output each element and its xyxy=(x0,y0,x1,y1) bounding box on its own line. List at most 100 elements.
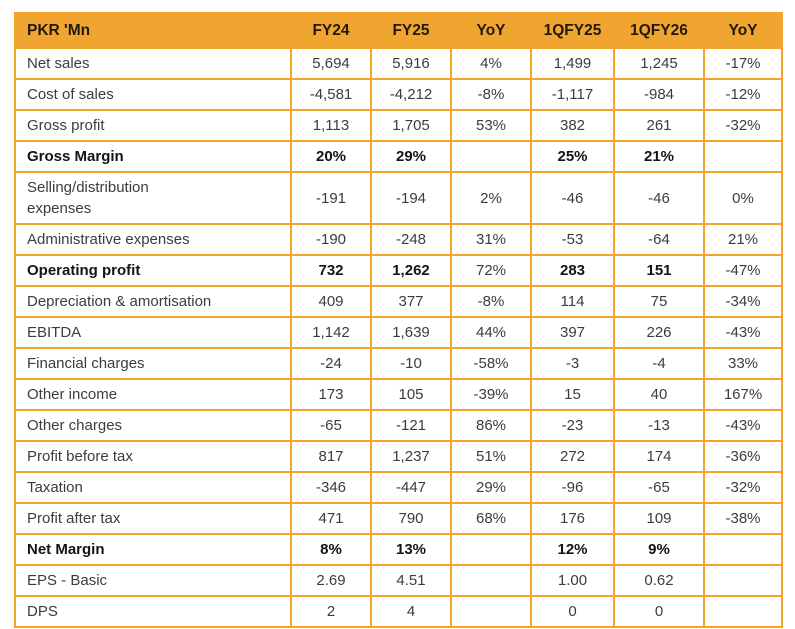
row-label-cell: Other charges xyxy=(14,409,292,442)
cell-value: 0 xyxy=(530,595,615,628)
row-label: Taxation xyxy=(27,479,83,496)
cell-value: 21% xyxy=(703,223,783,256)
column-header-fy25-1: FY25 xyxy=(370,12,452,49)
cell-value: -43% xyxy=(703,316,783,349)
cell-value: 0 xyxy=(613,595,705,628)
table-row: Gross profit 1,113 1,705 53% 382 261 -32% xyxy=(14,109,783,142)
cell-value: -64 xyxy=(613,223,705,256)
row-label: EBITDA xyxy=(27,324,82,341)
cell-value: 173 xyxy=(290,378,372,411)
cell-value: 2% xyxy=(450,171,532,225)
cell-value: 1,262 xyxy=(370,254,452,287)
cell-value: 13% xyxy=(370,533,452,566)
cell-value xyxy=(450,533,532,566)
row-label-cell: Depreciation & amortisation xyxy=(14,285,292,318)
cell-value: -24 xyxy=(290,347,372,380)
cell-value: 790 xyxy=(370,502,452,535)
row-label: Operating profit xyxy=(27,262,141,279)
row-label: Profit after tax xyxy=(27,510,121,527)
row-label-cell: Cost of sales xyxy=(14,78,292,111)
cell-value: -194 xyxy=(370,171,452,225)
cell-value: 0% xyxy=(703,171,783,225)
table-row: Operating profit 732 1,262 72% 283 151 -47% xyxy=(14,254,783,287)
cell-value xyxy=(450,564,532,597)
row-label: Depreciation & amortisation xyxy=(27,293,212,310)
cell-value xyxy=(450,595,532,628)
cell-value: 817 xyxy=(290,440,372,473)
cell-value: 471 xyxy=(290,502,372,535)
cell-value: 86% xyxy=(450,409,532,442)
cell-value: 0.62 xyxy=(613,564,705,597)
row-label-cell: EBITDA xyxy=(14,316,292,349)
cell-value: -32% xyxy=(703,471,783,504)
row-label: DPS xyxy=(27,603,58,620)
cell-value: 377 xyxy=(370,285,452,318)
cell-value: 8% xyxy=(290,533,372,566)
cell-value: 29% xyxy=(450,471,532,504)
cell-value: -46 xyxy=(613,171,705,225)
table-row: EBITDA 1,142 1,639 44% 397 226 -43% xyxy=(14,316,783,349)
cell-value: -4,212 xyxy=(370,78,452,111)
cell-value: -39% xyxy=(450,378,532,411)
row-label-cell: Gross Margin xyxy=(14,140,292,173)
row-label-cell: Selling/distribution expenses xyxy=(14,171,292,225)
row-label: Net Margin xyxy=(27,541,105,558)
row-label-cell: Operating profit xyxy=(14,254,292,287)
cell-value: -346 xyxy=(290,471,372,504)
cell-value: 51% xyxy=(450,440,532,473)
table-row: Financial charges -24 -10 -58% -3 -4 33% xyxy=(14,347,783,380)
row-label: EPS - Basic xyxy=(27,572,108,589)
cell-value: 176 xyxy=(530,502,615,535)
row-label: Other income xyxy=(27,386,118,403)
row-label-cell: Profit after tax xyxy=(14,502,292,535)
cell-value: -47% xyxy=(703,254,783,287)
cell-value: 283 xyxy=(530,254,615,287)
cell-value: 31% xyxy=(450,223,532,256)
cell-value: 1.00 xyxy=(530,564,615,597)
column-header-1qfy26-4: 1QFY26 xyxy=(613,12,705,49)
row-label: Selling/distribution expenses xyxy=(27,179,149,217)
cell-value: 25% xyxy=(530,140,615,173)
row-label: Profit before tax xyxy=(27,448,133,465)
cell-value: 21% xyxy=(613,140,705,173)
cell-value: -8% xyxy=(450,78,532,111)
cell-value: 105 xyxy=(370,378,452,411)
cell-value xyxy=(703,564,783,597)
table-row: Gross Margin 20% 29% 25% 21% xyxy=(14,140,783,173)
cell-value: 1,245 xyxy=(613,47,705,80)
column-header-1qfy25-3: 1QFY25 xyxy=(530,12,615,49)
table-row: Profit before tax 817 1,237 51% 272 174 -36% xyxy=(14,440,783,473)
cell-value: -1,117 xyxy=(530,78,615,111)
cell-value: -46 xyxy=(530,171,615,225)
cell-value: -190 xyxy=(290,223,372,256)
row-label-cell: Administrative expenses xyxy=(14,223,292,256)
table-row: Cost of sales -4,581 -4,212 -8% -1,117 -984 -1… xyxy=(14,78,783,111)
table-row: Depreciation & amortisation 409 377 -8% 114 7… xyxy=(14,285,783,318)
row-label-cell: Other income xyxy=(14,378,292,411)
row-label-cell: Profit before tax xyxy=(14,440,292,473)
cell-value: -984 xyxy=(613,78,705,111)
cell-value: -12% xyxy=(703,78,783,111)
table-row: Selling/distribution expenses -191 -194 2% -… xyxy=(14,171,783,225)
cell-value: 53% xyxy=(450,109,532,142)
cell-value: 33% xyxy=(703,347,783,380)
cell-value: 226 xyxy=(613,316,705,349)
cell-value: 2 xyxy=(290,595,372,628)
cell-value: 174 xyxy=(613,440,705,473)
table-row: EPS - Basic 2.69 4.51 1.00 0.62 xyxy=(14,564,783,597)
cell-value: -13 xyxy=(613,409,705,442)
table-row: Net Margin 8% 13% 12% 9% xyxy=(14,533,783,566)
row-label-cell: Gross profit xyxy=(14,109,292,142)
table-row: Other income 173 105 -39% 15 40 167% xyxy=(14,378,783,411)
cell-value: 4.51 xyxy=(370,564,452,597)
cell-value: 167% xyxy=(703,378,783,411)
row-label-cell: DPS xyxy=(14,595,292,628)
cell-value: 151 xyxy=(613,254,705,287)
row-label-cell: Net Margin xyxy=(14,533,292,566)
column-header-unit: PKR 'Mn xyxy=(14,12,292,49)
cell-value: 109 xyxy=(613,502,705,535)
cell-value: 68% xyxy=(450,502,532,535)
cell-value: 12% xyxy=(530,533,615,566)
cell-value xyxy=(703,595,783,628)
cell-value: 40 xyxy=(613,378,705,411)
